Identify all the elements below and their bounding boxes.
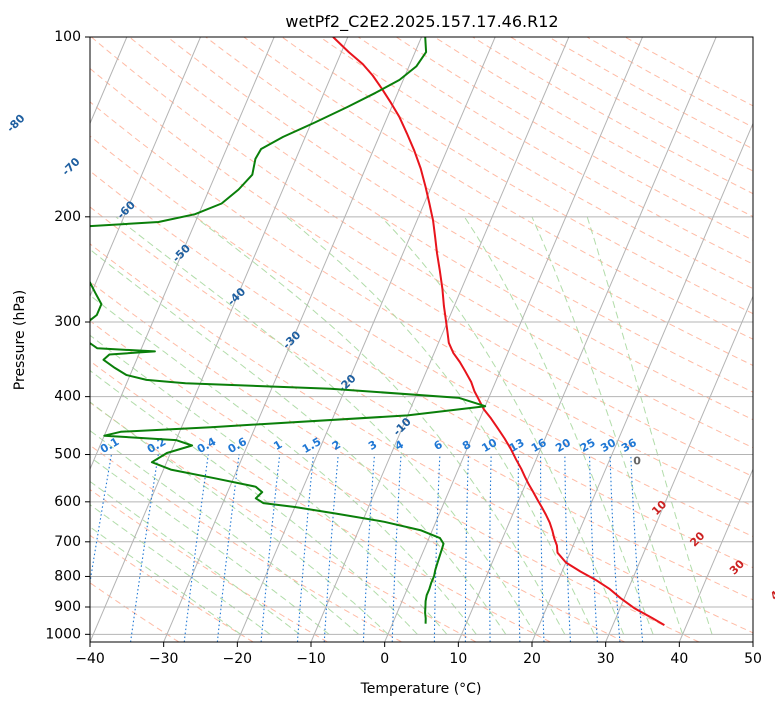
mixing-ratio-line [323, 454, 339, 642]
y-tick-label: 400 [54, 389, 81, 405]
mixing-ratio-line [517, 454, 521, 642]
chart-title: wetPf2_C2E2.2025.157.17.46.R12 [285, 12, 558, 32]
x-axis-label: Temperature (°C) [360, 681, 482, 697]
isotherm-line [531, 122, 753, 642]
isotherm-line [90, 37, 201, 298]
mixing-ratio-line [464, 454, 469, 642]
y-tick-label: 100 [54, 29, 81, 45]
moist-adiabat [115, 216, 536, 635]
moist-adiabat [531, 216, 684, 635]
moist-adiabat [90, 429, 359, 635]
isotherm-line [90, 37, 349, 642]
x-tick-label: 40 [670, 651, 688, 667]
y-tick-label: 1000 [45, 626, 81, 642]
isotherm-line [457, 37, 717, 642]
y-tick-label: 700 [54, 534, 81, 550]
x-tick-label: 0 [380, 651, 389, 667]
y-tick-label: 300 [54, 314, 81, 330]
x-tick-label: 30 [597, 651, 615, 667]
x-tick-label: −40 [75, 651, 105, 667]
dry-adiabat [90, 67, 753, 478]
mixing-ratio-line [630, 454, 644, 642]
mixing-ratio-line [609, 454, 621, 642]
moist-adiabat-label: 40 [768, 582, 775, 602]
y-tick-label: 600 [54, 494, 81, 510]
dry-adiabat [90, 170, 753, 569]
mixing-ratio-line [540, 454, 545, 642]
x-tick-label: −30 [149, 651, 179, 667]
isotherm-line [90, 37, 275, 471]
dry-adiabat [90, 135, 753, 538]
y-tick-label: 800 [54, 568, 81, 584]
temperature-line [332, 37, 665, 626]
plot-frame [89, 36, 754, 643]
x-tick-label: −20 [223, 651, 253, 667]
mixing-ratio-line [296, 454, 315, 642]
x-tick-label: 10 [449, 651, 467, 667]
isotherm-line [384, 37, 643, 642]
mixing-ratio-line [362, 454, 375, 642]
dry-adiabat [129, 37, 753, 421]
isotherm-line [163, 37, 422, 642]
dry-adiabat [90, 243, 753, 634]
isotherm-line [310, 37, 570, 642]
sounding-series [90, 37, 665, 626]
y-tick-label: 900 [54, 599, 81, 615]
y-axis-label: Pressure (hPa) [12, 290, 28, 390]
dry-adiabat [205, 37, 753, 367]
mixing-ratio-line [588, 454, 598, 642]
mixing-ratio-line [564, 454, 571, 642]
dry-adiabat [90, 320, 625, 642]
mixing-ratio-line [391, 454, 402, 642]
dry-adiabat [90, 444, 402, 642]
isotherm-line [605, 295, 753, 642]
dry-adiabat [281, 37, 753, 315]
mixing-ratio-line [489, 454, 492, 642]
dewpoint-line [90, 37, 487, 624]
dry-adiabat [90, 488, 328, 642]
dry-adiabat [90, 360, 551, 642]
dry-adiabat [243, 37, 753, 340]
isotherm-line [678, 467, 753, 642]
x-tick-label: −10 [296, 651, 326, 667]
y-tick-label: 200 [54, 209, 81, 225]
zero-label: 0 [633, 455, 641, 468]
x-tick-label: 20 [523, 651, 541, 667]
axis-ticks: −40 −30 −20 −10 0 10 20 30 40 50 100 200 300 400 500 60… [45, 29, 762, 667]
isotherm-line [236, 37, 496, 642]
dry-adiabat [90, 101, 753, 507]
y-tick-label: 500 [54, 447, 81, 463]
x-tick-label: 50 [744, 651, 762, 667]
